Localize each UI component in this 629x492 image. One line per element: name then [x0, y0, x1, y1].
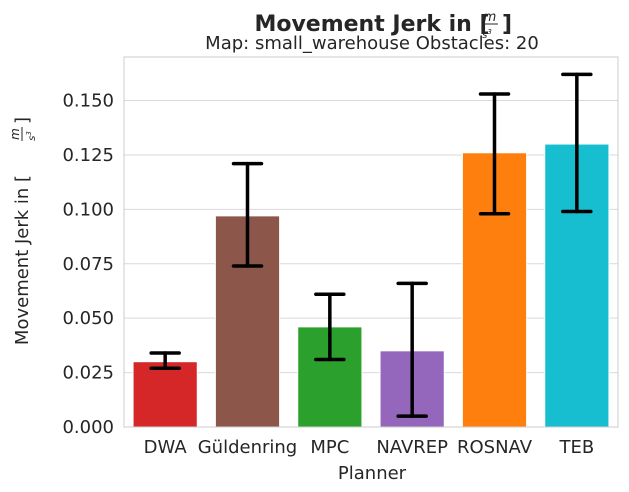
x-axis-label: Planner — [338, 463, 407, 484]
y-axis-label-text: Movement Jerk in [ — [12, 175, 33, 345]
error-bar-dwa — [149, 351, 181, 370]
error-bar-güldenring — [231, 161, 264, 268]
x-tick-label: Güldenring — [198, 437, 298, 458]
title-unit-denominator: s3 — [482, 28, 492, 41]
error-bar-teb — [561, 72, 593, 214]
error-bars — [149, 72, 593, 418]
plot-frame — [123, 56, 619, 428]
y-axis-unit-exponent: 3 — [25, 131, 33, 135]
x-tick-label: TEB — [558, 437, 594, 458]
y-tick-label: 0.000 — [62, 417, 114, 438]
chart-title: Movement Jerk in [​ — [254, 12, 489, 37]
plot-area — [123, 56, 619, 428]
chart-subtitle: Map: small_warehouse Obstacles: 20 — [205, 33, 539, 54]
y-tick-labels: 0.000 0.025 0.050 0.075 0.100 0.125 0.150 — [62, 91, 114, 438]
title-unit: m s3 ] — [482, 10, 512, 41]
x-tick-labels: DWA Güldenring MPC NAVREP ROSNAV TEB — [144, 437, 595, 458]
y-tick-label: 0.150 — [62, 91, 114, 112]
y-axis-unit-denominator: s3 — [25, 131, 38, 141]
y-tick-label: 0.025 — [62, 363, 114, 384]
y-axis-unit-numerator: m — [8, 128, 22, 140]
x-tick-label: DWA — [144, 437, 188, 458]
x-tick-label: NAVREP — [376, 437, 448, 458]
title-unit-numerator: m — [484, 10, 497, 25]
error-bar-mpc — [314, 292, 346, 362]
y-tick-label: 0.125 — [62, 145, 114, 166]
title-unit-exponent: 3 — [487, 28, 491, 36]
error-bar-navrep — [396, 281, 428, 418]
bar-dwa — [132, 361, 198, 428]
y-tick-label: 0.075 — [62, 254, 114, 275]
bars — [132, 143, 610, 428]
x-tick-label: MPC — [310, 437, 349, 458]
gridlines — [124, 100, 618, 428]
error-bar-rosnav — [478, 92, 511, 216]
y-tick-label: 0.100 — [62, 199, 114, 220]
title-close: ] — [502, 12, 512, 37]
y-axis-label-close: ] — [12, 117, 33, 124]
x-tick-label: ROSNAV — [457, 437, 533, 458]
y-tick-label: 0.050 — [62, 308, 114, 329]
y-axis-label: Movement Jerk in [ m s3 ] — [8, 117, 38, 345]
chart-title-text: Movement Jerk in [ — [254, 12, 489, 37]
